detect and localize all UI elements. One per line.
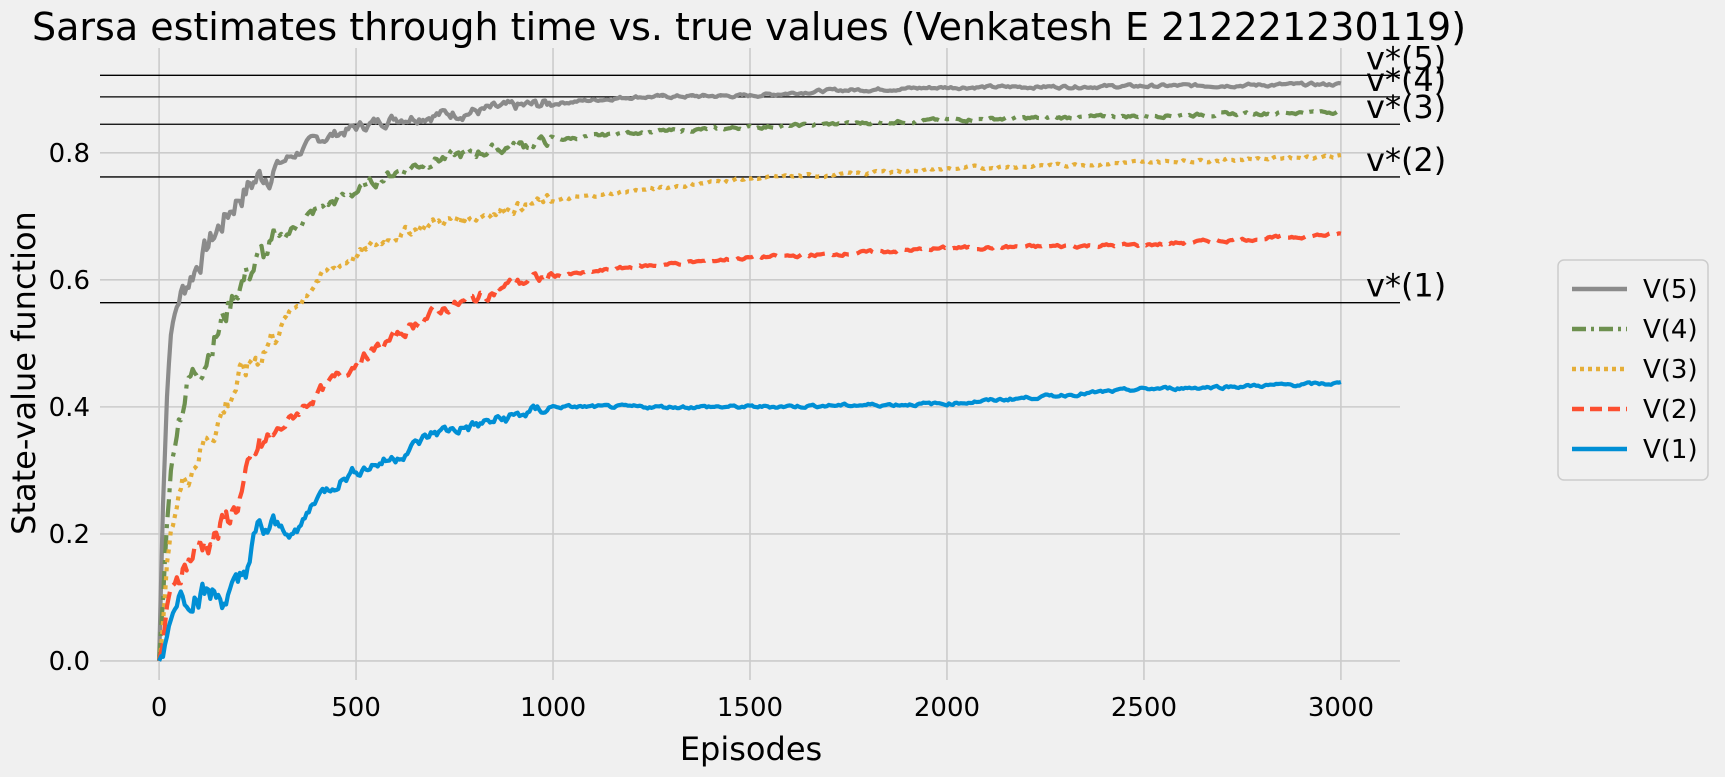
series-line-V(4)	[157, 108, 1342, 662]
x-tick-label: 2500	[1111, 693, 1177, 723]
series-line-V(2)	[157, 230, 1342, 662]
x-tick-label: 2000	[914, 693, 980, 723]
legend-label: V(1)	[1643, 435, 1698, 465]
true-value-label: v*(2)	[1366, 141, 1446, 179]
x-tick-label: 1500	[717, 693, 783, 723]
x-tick-label: 0	[151, 693, 168, 723]
legend-label: V(5)	[1643, 275, 1698, 305]
x-axis-label: Episodes	[680, 730, 822, 768]
true-value-label: v*(1)	[1366, 267, 1446, 305]
y-tick-label: 0.8	[49, 139, 90, 169]
y-tick-label: 0.0	[49, 647, 90, 677]
legend-label: V(4)	[1643, 315, 1698, 345]
chart-title: Sarsa estimates through time vs. true va…	[32, 5, 1466, 49]
tick-labels: 0 500 1000 1500 2000 2500 3000 0.0 0.2 0.4 0.6 0.8	[49, 139, 1374, 723]
true-value-label: v*(3)	[1366, 88, 1446, 126]
series-line-V(5)	[157, 80, 1342, 661]
true-value-lines: v*(5)v*(4)v*(3) v*(2) v*(1)	[100, 39, 1446, 305]
y-axis-label: State-value function	[5, 211, 43, 535]
y-tick-label: 0.4	[49, 393, 90, 423]
y-tick-label: 0.2	[49, 520, 90, 550]
x-tick-label: 500	[331, 693, 381, 723]
series-line-V(3)	[157, 152, 1342, 662]
legend: V(5) V(4) V(3) V(2) V(1)	[1557, 259, 1709, 481]
true-value-label: v*(5)	[1366, 39, 1446, 77]
series-line-V(1)	[157, 379, 1342, 662]
y-tick-label: 0.6	[49, 266, 90, 296]
x-tick-label: 3000	[1308, 693, 1374, 723]
legend-box	[1557, 259, 1709, 481]
legend-label: V(2)	[1643, 395, 1698, 425]
x-tick-label: 1000	[520, 693, 586, 723]
series-lines	[157, 80, 1342, 662]
legend-label: V(3)	[1643, 355, 1698, 385]
true-value-label: v*(4)	[1366, 61, 1446, 99]
